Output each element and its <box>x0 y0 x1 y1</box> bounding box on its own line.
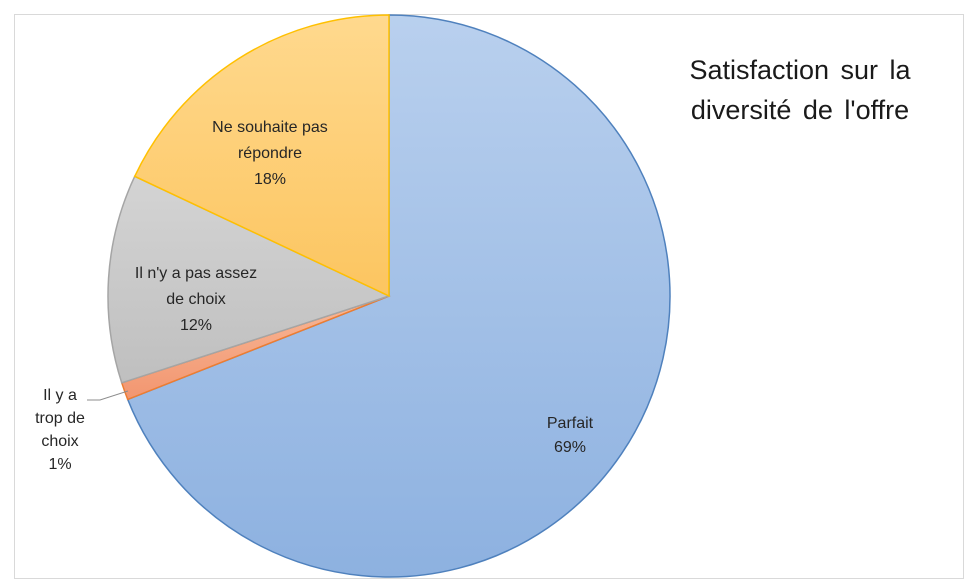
slice-label-parfait: Parfait 69% <box>547 415 594 456</box>
slice-value-text: 18% <box>254 171 286 188</box>
slice-label-line: de choix <box>166 291 226 308</box>
chart-title-line-2: diversité de l'offre <box>690 95 910 125</box>
slice-label-line: Parfait <box>547 415 594 432</box>
chart-title: Satisfaction sur la diversité de l'offre <box>640 50 960 130</box>
slice-label-line: choix <box>41 433 78 450</box>
leader-line-trop-de-choix <box>87 390 129 401</box>
slice-label-pas-assez-de-choix: Il n'y a pas assez de choix 12% <box>135 265 257 334</box>
pie-slice-ne-souhaite-pas-repondre <box>133 14 390 298</box>
slice-label-line: répondre <box>238 145 302 162</box>
slice-label-line: trop de <box>35 410 85 427</box>
slice-label-trop-de-choix: Il y a trop de choix 1% <box>35 387 85 473</box>
slice-label-line: Il y a <box>43 387 77 404</box>
slice-label-line: Ne souhaite pas <box>212 119 328 136</box>
slice-label-ne-souhaite-pas-repondre: Ne souhaite pas répondre 18% <box>212 119 328 188</box>
slice-label-line: Il n'y a pas assez <box>135 265 257 282</box>
pie-slice-parfait <box>126 14 671 578</box>
chart-title-line-1: Satisfaction sur la <box>689 55 911 85</box>
pie-slice-pas-assez-de-choix <box>107 175 392 384</box>
slice-value-text: 12% <box>180 317 212 334</box>
slice-value-text: 69% <box>554 439 586 456</box>
slice-value-text: 1% <box>48 456 71 473</box>
